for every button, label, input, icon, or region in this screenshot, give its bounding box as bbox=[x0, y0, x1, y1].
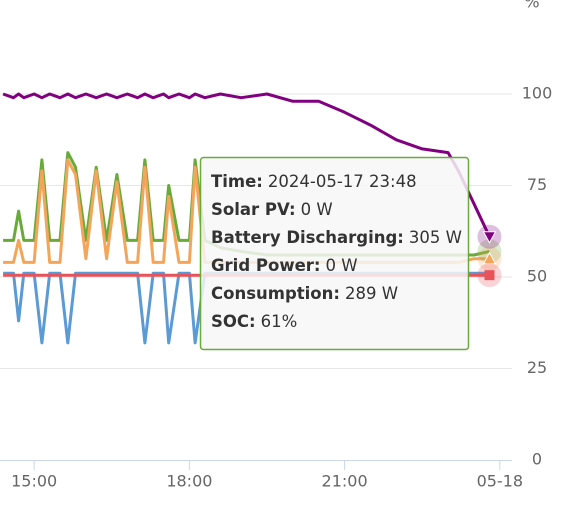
y-tick-label: 100 bbox=[522, 84, 553, 103]
tooltip-value: 2024-05-17 23:48 bbox=[268, 172, 417, 191]
series-line bbox=[2, 92, 491, 238]
tooltip-row: Solar PV: 0 W bbox=[211, 200, 333, 219]
tooltip-label: SOC: bbox=[211, 312, 256, 331]
tooltip-row: Grid Power: 0 W bbox=[211, 256, 358, 275]
y-axis-label: % bbox=[524, 0, 539, 12]
x-tick-label: 21:00 bbox=[322, 472, 368, 491]
tooltip-label: Grid Power: bbox=[211, 256, 321, 275]
tooltip-row: SOC: 61% bbox=[211, 312, 297, 331]
tooltip-label: Time: bbox=[211, 172, 263, 191]
point-marker bbox=[482, 251, 497, 265]
tooltip-label: Consumption: bbox=[211, 284, 340, 303]
y-tick-label: 0 bbox=[532, 450, 542, 469]
tooltip-row: Consumption: 289 W bbox=[211, 284, 398, 303]
point-marker bbox=[482, 231, 497, 244]
tooltip-value: 289 W bbox=[345, 284, 398, 303]
tooltip-label: Solar PV: bbox=[211, 200, 296, 219]
y-tick-label: 75 bbox=[527, 175, 547, 194]
tooltip-box bbox=[199, 156, 470, 351]
tooltip-row: Battery Discharging: 305 W bbox=[211, 228, 462, 247]
tooltip-value: 0 W bbox=[301, 200, 333, 219]
tooltip-value: 61% bbox=[261, 312, 298, 331]
x-tick-label: 05-18 bbox=[477, 472, 524, 491]
hover-halo bbox=[477, 239, 502, 264]
tooltip-value: 0 W bbox=[326, 256, 358, 275]
y-tick-label: 50 bbox=[527, 267, 547, 286]
point-marker bbox=[484, 270, 495, 281]
tooltip-label: Battery Discharging: bbox=[211, 228, 404, 247]
grid: 0 25 50 75 100 15:00 18:00 21:00 05-18 bbox=[0, 84, 552, 491]
x-tick-label: 15:00 bbox=[11, 472, 57, 491]
tooltip-row: Time: 2024-05-17 23:48 bbox=[211, 172, 417, 191]
tooltip: Time: 2024-05-17 23:48 Solar PV: 0 W Battery… bbox=[199, 156, 470, 351]
x-tick-label: 18:00 bbox=[166, 472, 212, 491]
y-tick-label: 25 bbox=[527, 358, 547, 377]
tooltip-value: 305 W bbox=[409, 228, 462, 247]
